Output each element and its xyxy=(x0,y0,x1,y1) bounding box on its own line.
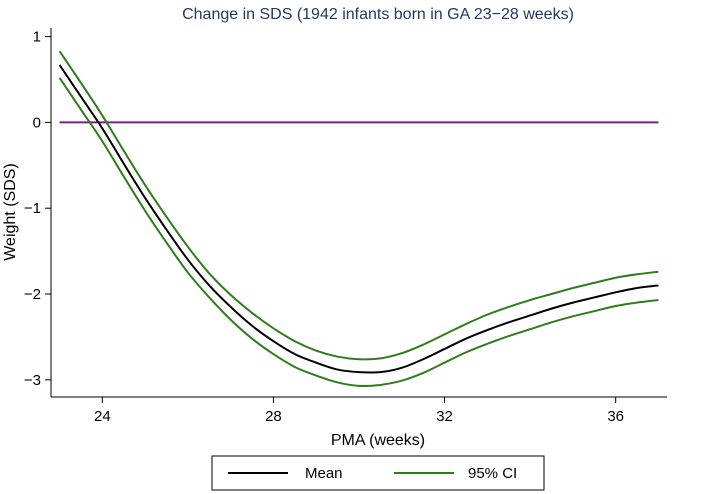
legend-label: Mean xyxy=(305,465,343,482)
chart-title: Change in SDS (1942 infants born in GA 2… xyxy=(182,6,574,23)
legend: Mean 95% CI xyxy=(211,455,545,491)
series-line-ci-lower xyxy=(58,77,659,388)
y-tick-label: −3 xyxy=(24,372,41,389)
y-tick-label: 0 xyxy=(33,114,41,131)
y-axis-title-group: Weight (SDS) xyxy=(2,163,19,261)
series-line-mean xyxy=(58,64,659,374)
y-tick-label: −1 xyxy=(24,200,41,217)
plot-area: 1 0 −1 −2 −3 24 28 32 36 xyxy=(24,28,667,425)
x-tick-label: 24 xyxy=(94,408,111,425)
y-tick-label: −2 xyxy=(24,286,41,303)
x-tick-label: 36 xyxy=(607,408,624,425)
x-tick-label: 32 xyxy=(436,408,453,425)
legend-label: 95% CI xyxy=(468,465,517,482)
y-tick-label: 1 xyxy=(33,29,41,46)
series-line-ci-upper xyxy=(58,50,659,361)
x-tick-label: 28 xyxy=(265,408,282,425)
x-axis-title: PMA (weeks) xyxy=(331,432,425,449)
y-axis-title: Weight (SDS) xyxy=(2,163,19,261)
